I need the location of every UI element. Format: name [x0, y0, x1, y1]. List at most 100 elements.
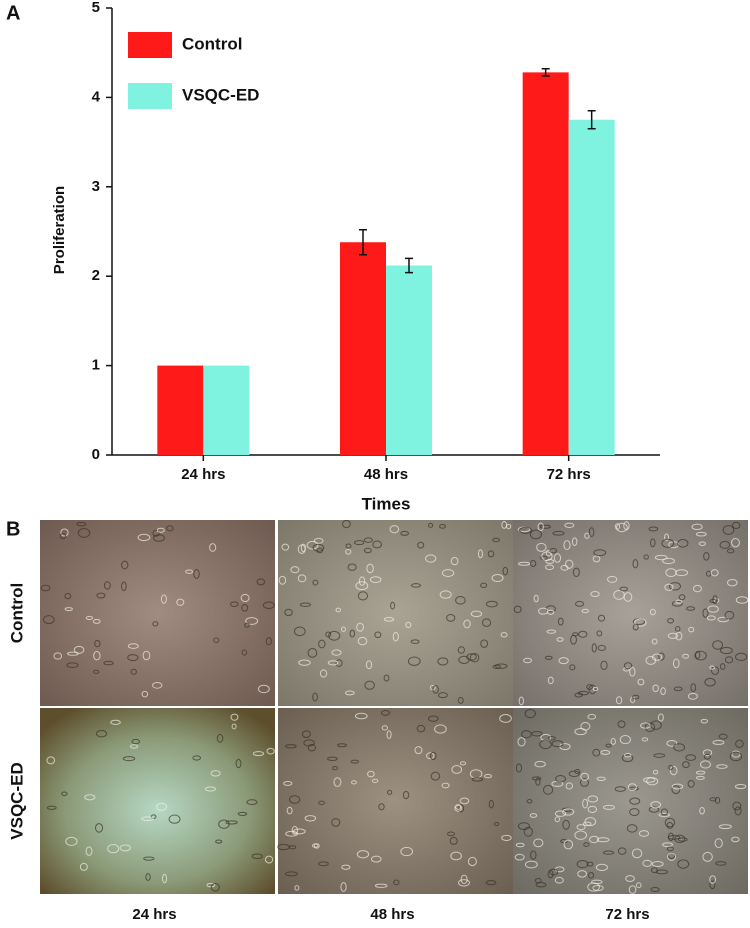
cell [237, 811, 248, 816]
cell [286, 806, 293, 815]
cell [666, 822, 674, 829]
cell [582, 821, 592, 827]
cell [344, 690, 355, 696]
cell [60, 528, 69, 537]
cell [298, 659, 311, 666]
cell [434, 724, 447, 734]
cell [652, 769, 659, 775]
cell [610, 738, 616, 745]
cell [629, 667, 636, 677]
cell [495, 663, 508, 669]
cell [369, 576, 382, 583]
cell [673, 686, 683, 692]
cell [168, 814, 181, 824]
cell [485, 880, 497, 886]
cell [283, 780, 293, 786]
cell [715, 861, 727, 866]
cell [311, 843, 319, 848]
cell [731, 537, 740, 548]
y-tick-label: 0 [92, 446, 100, 463]
cell [166, 525, 174, 532]
cell [363, 547, 372, 554]
cell [312, 692, 318, 702]
cell [103, 581, 111, 590]
cell [651, 638, 658, 645]
cell [213, 637, 220, 643]
cell [614, 523, 621, 530]
row-label: VSQC-ED [7, 762, 26, 839]
cell [704, 677, 716, 687]
cell [110, 719, 121, 725]
cell [318, 800, 326, 805]
cell [710, 569, 719, 577]
cell [641, 737, 649, 742]
cell [562, 808, 575, 816]
bar [157, 365, 204, 455]
cell [613, 589, 625, 600]
cell [340, 626, 347, 632]
cell [595, 863, 608, 872]
cell [521, 730, 532, 739]
x-tick-label: 24 hrs [181, 466, 225, 483]
cell [454, 804, 462, 812]
cell [402, 790, 410, 800]
cell [577, 870, 587, 878]
cell [351, 780, 357, 785]
cell [515, 842, 525, 848]
cell [682, 653, 689, 659]
cell [719, 646, 733, 655]
error-bar [359, 228, 367, 256]
cell [702, 608, 709, 618]
cell [735, 652, 748, 661]
cell [707, 605, 719, 613]
cell [558, 657, 569, 665]
cell [367, 770, 375, 778]
cell [416, 724, 426, 733]
cell [294, 885, 300, 891]
cell [241, 603, 249, 612]
cell [192, 755, 202, 761]
cell [410, 639, 420, 644]
cell [371, 855, 382, 863]
cell [471, 777, 484, 782]
cell [703, 551, 710, 561]
cell [122, 756, 136, 762]
cell [137, 533, 151, 542]
cell [732, 521, 741, 530]
cell [306, 540, 319, 550]
cell [216, 733, 224, 743]
cell [349, 629, 356, 638]
cell [590, 591, 600, 598]
cell [378, 803, 385, 811]
cell [592, 686, 599, 692]
error-bar [587, 110, 596, 130]
cell [46, 805, 57, 810]
cell [484, 773, 493, 779]
cell [695, 770, 706, 775]
cell [726, 548, 735, 554]
cell [405, 621, 412, 629]
cell [632, 694, 640, 700]
cell [593, 549, 607, 557]
cell [156, 527, 165, 533]
cell [95, 729, 108, 738]
cell [602, 850, 615, 855]
cell [687, 779, 695, 788]
cell [285, 830, 299, 837]
cell [734, 806, 742, 816]
cell [519, 526, 532, 534]
cell [664, 583, 674, 591]
cell [623, 521, 630, 531]
cell [597, 644, 606, 651]
cell [685, 754, 697, 761]
cell [502, 566, 509, 576]
cell [288, 845, 297, 850]
cell [619, 735, 631, 745]
cell [355, 581, 369, 591]
panel-label: A [6, 2, 20, 24]
cell [64, 607, 73, 612]
cell [327, 756, 338, 761]
cell [459, 761, 467, 766]
cell [646, 777, 659, 786]
cell [447, 831, 456, 837]
